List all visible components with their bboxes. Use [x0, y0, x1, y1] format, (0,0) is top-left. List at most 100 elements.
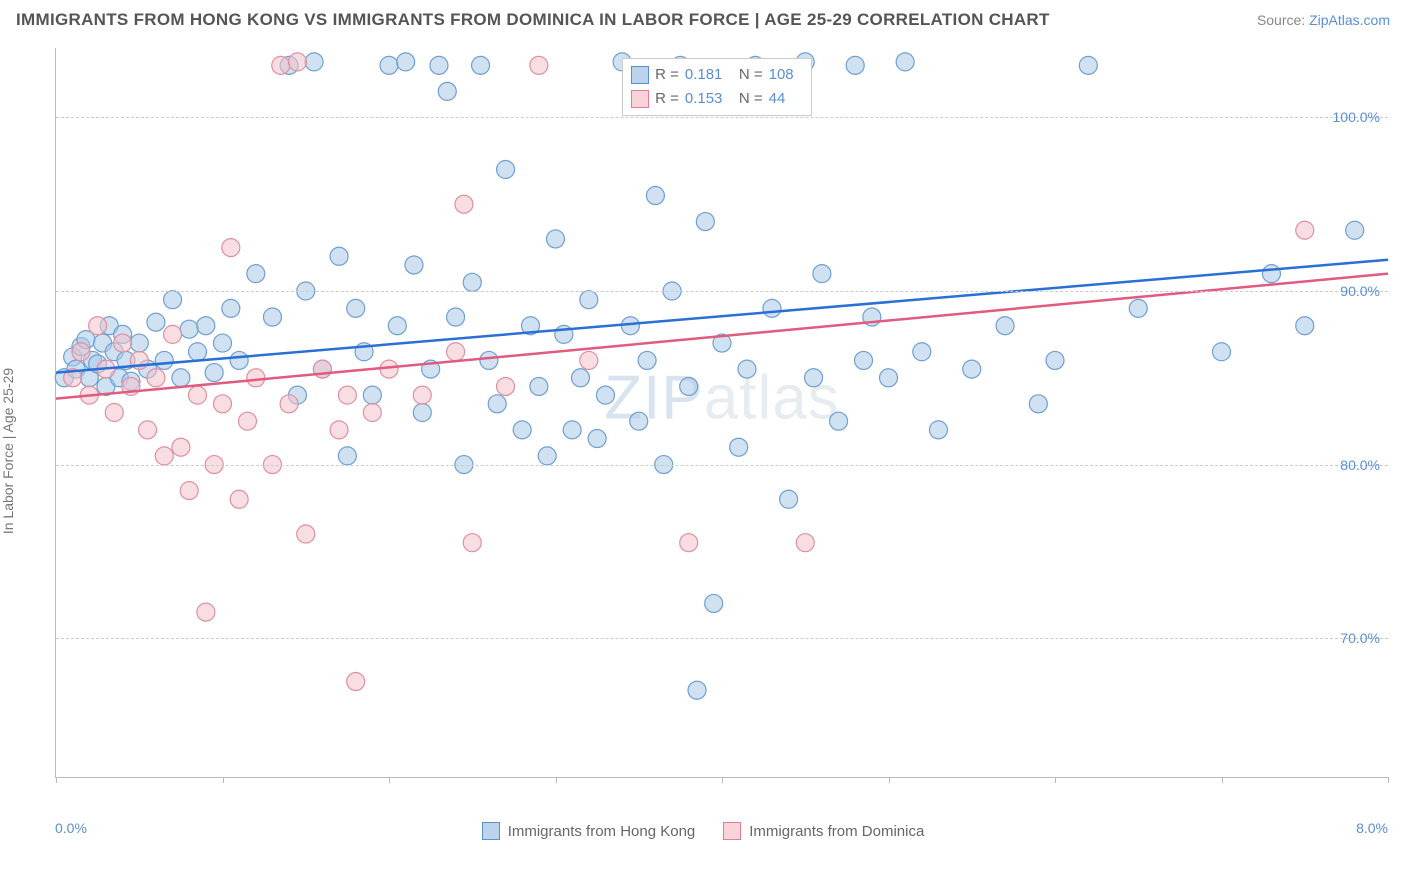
scatter-point-hongkong — [730, 438, 748, 456]
scatter-point-hongkong — [688, 681, 706, 699]
scatter-point-dominica — [197, 603, 215, 621]
plot-area: ZIPatlas R = 0.181N = 108R = 0.153N = 44… — [55, 48, 1388, 778]
scatter-point-dominica — [363, 404, 381, 422]
scatter-point-hongkong — [1079, 56, 1097, 74]
scatter-point-hongkong — [480, 351, 498, 369]
scatter-point-hongkong — [164, 291, 182, 309]
scatter-point-dominica — [272, 56, 290, 74]
x-tick — [389, 777, 390, 783]
scatter-point-dominica — [155, 447, 173, 465]
scatter-point-hongkong — [189, 343, 207, 361]
scatter-point-hongkong — [1129, 299, 1147, 317]
scatter-point-hongkong — [929, 421, 947, 439]
y-tick-label: 70.0% — [1340, 630, 1380, 646]
scatter-point-dominica — [247, 369, 265, 387]
scatter-point-hongkong — [463, 273, 481, 291]
scatter-point-hongkong — [896, 53, 914, 71]
legend-swatch — [723, 822, 741, 840]
scatter-point-hongkong — [130, 334, 148, 352]
scatter-point-hongkong — [996, 317, 1014, 335]
legend-r-label: R = — [655, 87, 679, 111]
scatter-point-hongkong — [330, 247, 348, 265]
gridline — [56, 117, 1388, 118]
scatter-point-dominica — [580, 351, 598, 369]
scatter-point-hongkong — [263, 308, 281, 326]
scatter-point-hongkong — [630, 412, 648, 430]
scatter-point-hongkong — [805, 369, 823, 387]
scatter-point-hongkong — [205, 364, 223, 382]
scatter-point-hongkong — [305, 53, 323, 71]
scatter-point-hongkong — [813, 265, 831, 283]
legend-series-label: Immigrants from Dominica — [749, 823, 924, 840]
scatter-point-hongkong — [230, 351, 248, 369]
scatter-point-dominica — [139, 421, 157, 439]
legend-n-label: N = — [739, 63, 763, 87]
legend-series-label: Immigrants from Hong Kong — [508, 823, 696, 840]
x-tick — [56, 777, 57, 783]
scatter-point-hongkong — [413, 404, 431, 422]
trend-line-dominica — [56, 274, 1388, 399]
scatter-point-hongkong — [571, 369, 589, 387]
scatter-point-dominica — [172, 438, 190, 456]
legend-bottom-item-hongkong: Immigrants from Hong Kong — [482, 822, 696, 840]
scatter-point-dominica — [796, 534, 814, 552]
scatter-point-dominica — [238, 412, 256, 430]
scatter-point-dominica — [288, 53, 306, 71]
scatter-point-hongkong — [830, 412, 848, 430]
scatter-point-hongkong — [430, 56, 448, 74]
x-tick — [1388, 777, 1389, 783]
scatter-point-hongkong — [214, 334, 232, 352]
scatter-point-dominica — [413, 386, 431, 404]
scatter-point-hongkong — [338, 447, 356, 465]
scatter-point-hongkong — [1213, 343, 1231, 361]
scatter-point-hongkong — [438, 82, 456, 100]
scatter-point-hongkong — [513, 421, 531, 439]
scatter-point-dominica — [297, 525, 315, 543]
scatter-point-hongkong — [855, 351, 873, 369]
scatter-point-hongkong — [488, 395, 506, 413]
gridline — [56, 291, 1388, 292]
scatter-point-hongkong — [197, 317, 215, 335]
gridline — [56, 638, 1388, 639]
y-axis-label: In Labor Force | Age 25-29 — [0, 368, 16, 534]
scatter-point-dominica — [222, 239, 240, 257]
source-link[interactable]: ZipAtlas.com — [1309, 12, 1390, 28]
scatter-point-dominica — [347, 673, 365, 691]
scatter-point-hongkong — [538, 447, 556, 465]
x-tick — [223, 777, 224, 783]
scatter-point-hongkong — [638, 351, 656, 369]
scatter-point-hongkong — [380, 56, 398, 74]
legend-r-value: 0.181 — [685, 63, 733, 87]
legend-swatch — [631, 90, 649, 108]
legend-inset: R = 0.181N = 108R = 0.153N = 44 — [622, 58, 812, 116]
scatter-point-dominica — [114, 334, 132, 352]
scatter-point-hongkong — [738, 360, 756, 378]
scatter-point-hongkong — [913, 343, 931, 361]
legend-n-value: 108 — [769, 63, 803, 87]
scatter-point-dominica — [214, 395, 232, 413]
scatter-point-hongkong — [547, 230, 565, 248]
scatter-point-hongkong — [596, 386, 614, 404]
scatter-point-hongkong — [705, 594, 723, 612]
scatter-point-hongkong — [963, 360, 981, 378]
legend-r-value: 0.153 — [685, 87, 733, 111]
legend-swatch — [631, 66, 649, 84]
scatter-point-dominica — [280, 395, 298, 413]
scatter-point-hongkong — [563, 421, 581, 439]
source-label: Source: ZipAtlas.com — [1257, 12, 1390, 28]
scatter-point-dominica — [189, 386, 207, 404]
y-tick-label: 80.0% — [1340, 457, 1380, 473]
legend-n-value: 44 — [769, 87, 803, 111]
scatter-point-hongkong — [588, 430, 606, 448]
scatter-point-dominica — [105, 404, 123, 422]
scatter-point-dominica — [1296, 221, 1314, 239]
scatter-point-hongkong — [497, 161, 515, 179]
scatter-point-hongkong — [763, 299, 781, 317]
scatter-point-hongkong — [1346, 221, 1364, 239]
x-tick — [722, 777, 723, 783]
x-tick — [556, 777, 557, 783]
scatter-point-hongkong — [397, 53, 415, 71]
scatter-point-dominica — [338, 386, 356, 404]
legend-inset-row-dominica: R = 0.153N = 44 — [631, 87, 803, 111]
scatter-point-dominica — [147, 369, 165, 387]
